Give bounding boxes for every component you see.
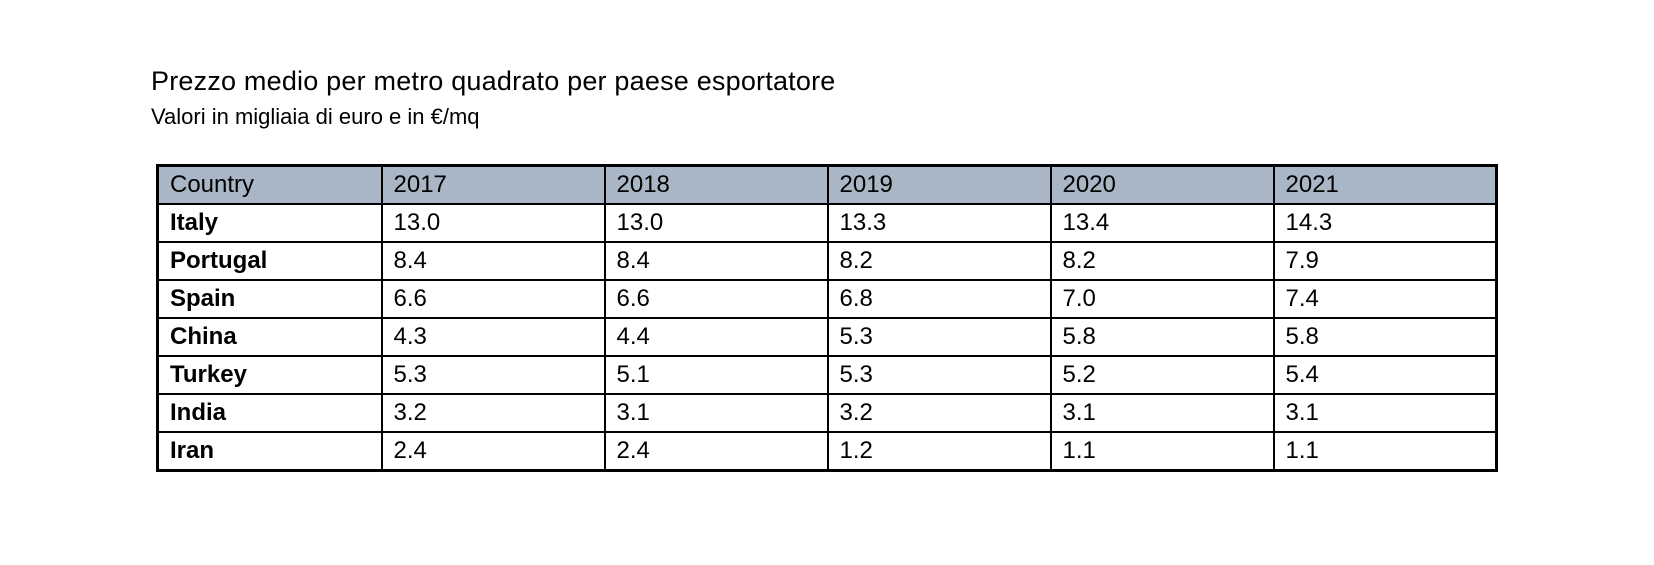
page-subtitle: Valori in migliaia di euro e in €/mq: [151, 104, 480, 130]
table-row-china: China 4.3 4.4 5.3 5.8 5.8: [156, 317, 1498, 357]
country-cell: India: [156, 393, 383, 433]
value-cell: 3.2: [826, 393, 1052, 433]
value-cell: 3.1: [1049, 393, 1275, 433]
value-cell: 13.3: [826, 203, 1052, 243]
value-cell: 5.1: [603, 355, 829, 395]
table-row-spain: Spain 6.6 6.6 6.8 7.0 7.4: [156, 279, 1498, 319]
value-cell: 8.2: [826, 241, 1052, 281]
value-cell: 1.1: [1272, 431, 1498, 472]
country-cell: Turkey: [156, 355, 383, 395]
value-cell: 3.1: [1272, 393, 1498, 433]
column-header-2019: 2019: [826, 164, 1052, 205]
country-cell: China: [156, 317, 383, 357]
country-cell: Spain: [156, 279, 383, 319]
value-cell: 13.4: [1049, 203, 1275, 243]
column-header-2018: 2018: [603, 164, 829, 205]
value-cell: 7.9: [1272, 241, 1498, 281]
value-cell: 7.4: [1272, 279, 1498, 319]
value-cell: 5.8: [1272, 317, 1498, 357]
value-cell: 6.6: [380, 279, 606, 319]
value-cell: 4.4: [603, 317, 829, 357]
value-cell: 8.4: [380, 241, 606, 281]
value-cell: 8.2: [1049, 241, 1275, 281]
value-cell: 4.3: [380, 317, 606, 357]
value-cell: 3.2: [380, 393, 606, 433]
country-cell: Portugal: [156, 241, 383, 281]
value-cell: 5.8: [1049, 317, 1275, 357]
value-cell: 14.3: [1272, 203, 1498, 243]
value-cell: 2.4: [380, 431, 606, 472]
column-header-country: Country: [156, 164, 383, 205]
value-cell: 5.4: [1272, 355, 1498, 395]
value-cell: 5.2: [1049, 355, 1275, 395]
table-row-iran: Iran 2.4 2.4 1.2 1.1 1.1: [156, 431, 1498, 472]
column-header-2021: 2021: [1272, 164, 1498, 205]
value-cell: 6.6: [603, 279, 829, 319]
value-cell: 1.1: [1049, 431, 1275, 472]
value-cell: 5.3: [826, 317, 1052, 357]
table-row-india: India 3.2 3.1 3.2 3.1 3.1: [156, 393, 1498, 433]
price-per-sqm-table: Country 2017 2018 2019 2020 2021 Italy 1…: [156, 164, 1498, 472]
column-header-2020: 2020: [1049, 164, 1275, 205]
value-cell: 6.8: [826, 279, 1052, 319]
table-row-turkey: Turkey 5.3 5.1 5.3 5.2 5.4: [156, 355, 1498, 395]
value-cell: 1.2: [826, 431, 1052, 472]
value-cell: 13.0: [603, 203, 829, 243]
value-cell: 2.4: [603, 431, 829, 472]
country-cell: Iran: [156, 431, 383, 472]
value-cell: 7.0: [1049, 279, 1275, 319]
value-cell: 3.1: [603, 393, 829, 433]
table-header-row: Country 2017 2018 2019 2020 2021: [156, 164, 1498, 205]
column-header-2017: 2017: [380, 164, 606, 205]
document-header: Prezzo medio per metro quadrato per paes…: [151, 64, 835, 130]
value-cell: 5.3: [380, 355, 606, 395]
value-cell: 5.3: [826, 355, 1052, 395]
page-title: Prezzo medio per metro quadrato per paes…: [151, 66, 836, 96]
value-cell: 13.0: [380, 203, 606, 243]
table-row-italy: Italy 13.0 13.0 13.3 13.4 14.3: [156, 203, 1498, 243]
country-cell: Italy: [156, 203, 383, 243]
value-cell: 8.4: [603, 241, 829, 281]
table-row-portugal: Portugal 8.4 8.4 8.2 8.2 7.9: [156, 241, 1498, 281]
